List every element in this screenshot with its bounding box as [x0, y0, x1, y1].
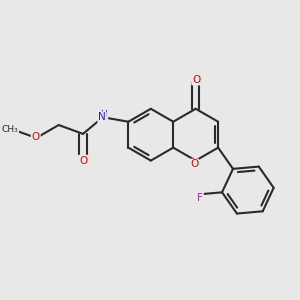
Text: O: O	[192, 74, 200, 85]
Text: F: F	[197, 193, 203, 202]
Text: H: H	[100, 110, 107, 119]
Text: O: O	[79, 155, 87, 166]
Text: N: N	[98, 112, 106, 122]
Text: O: O	[190, 160, 198, 170]
Text: CH₃: CH₃	[1, 124, 18, 134]
Text: O: O	[32, 132, 40, 142]
